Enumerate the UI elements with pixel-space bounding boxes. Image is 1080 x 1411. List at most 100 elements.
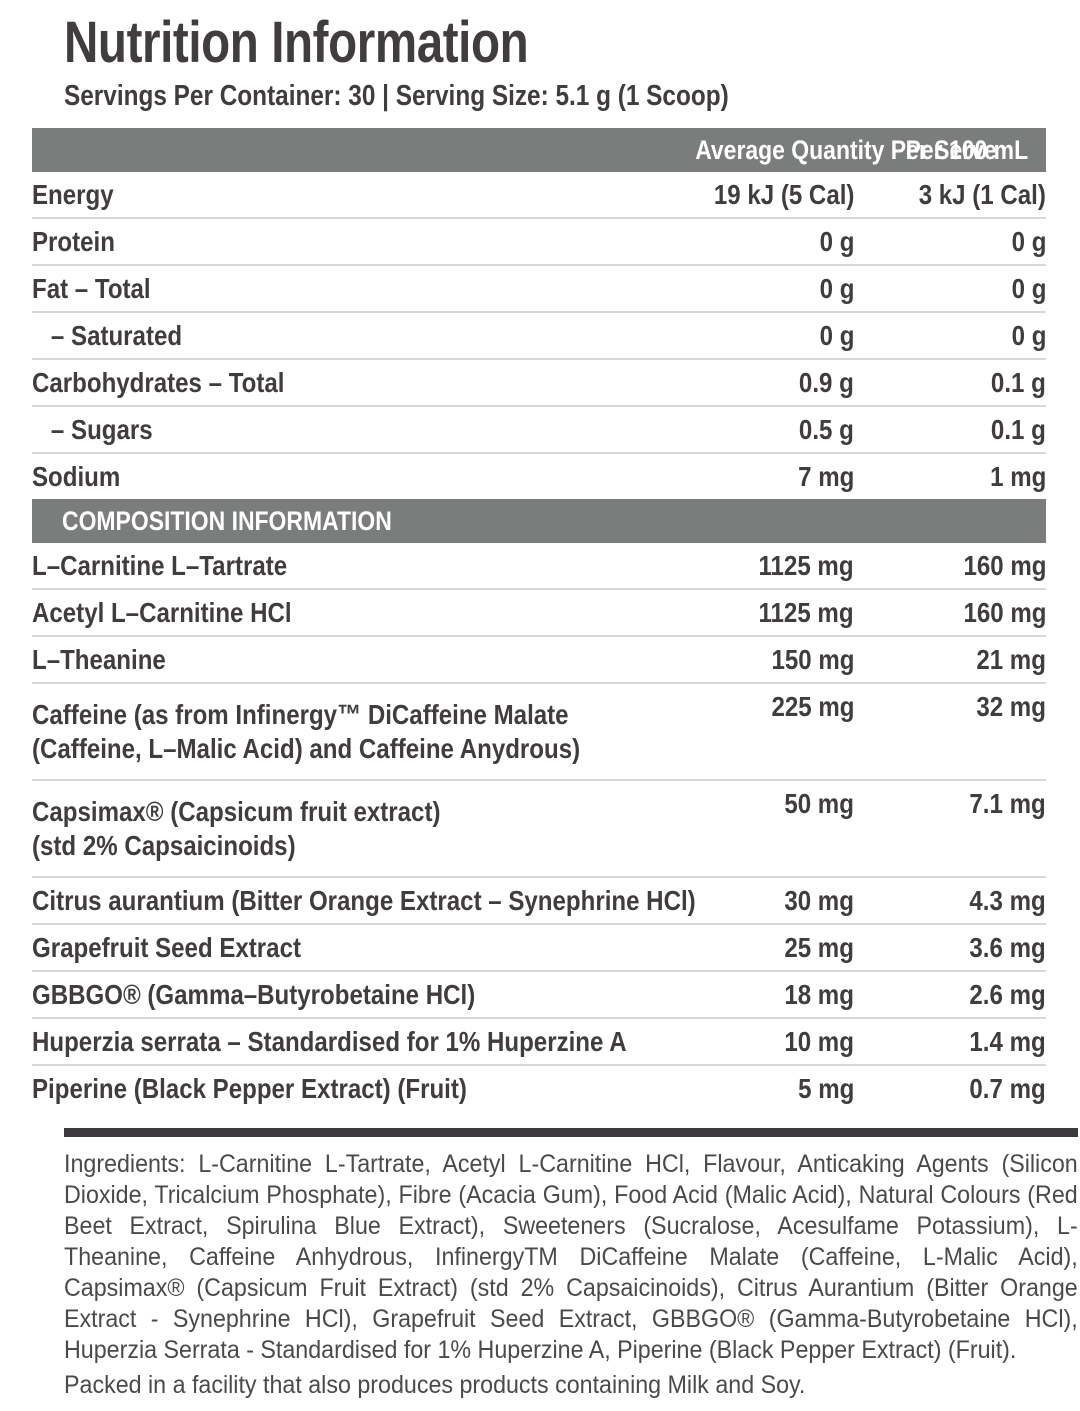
ingredient-name: GBBGO® (Gamma–Butyrobetaine HCl) (32, 978, 476, 1010)
per-serve-cell: 0 g (642, 312, 854, 360)
per-serve-value: 7 mg (797, 460, 854, 492)
composition-header-row: COMPOSITION INFORMATION (32, 499, 1046, 543)
per-100ml-value: 1 mg (989, 460, 1046, 492)
nutrient-name-cell: Protein (32, 218, 642, 266)
ingredient-name-cell: Caffeine (as from Infinergy™ DiCaffeine … (32, 683, 642, 781)
per-100ml-value: 0 g (1011, 225, 1046, 257)
per-100ml-cell: 0 g (854, 218, 1046, 266)
table-row: Protein 0 g 0 g (32, 218, 1046, 266)
page-title: Nutrition Information (64, 10, 529, 75)
nutrition-rows-body: Energy 19 kJ (5 Cal) 3 kJ (1 Cal) Protein 0 … (32, 172, 1046, 499)
ingredient-name: Huperzia serrata – Standardised for 1% H… (32, 1025, 627, 1057)
column-header-per-serve: Average Quantity Per Serve (642, 128, 997, 172)
per-serve-cell: 150 mg (642, 636, 854, 684)
ingredient-name: Caffeine (as from Infinergy™ DiCaffeine … (32, 698, 581, 764)
per-serve-value: 18 mg (784, 978, 854, 1010)
composition-rows-body: L–Carnitine L–Tartrate 1125 mg 160 mg Acety… (32, 543, 1046, 1111)
ingredient-name-cell: L–Carnitine L–Tartrate (32, 543, 642, 590)
ingredient-name: L–Carnitine L–Tartrate (32, 549, 288, 581)
per-100ml-value: 3.6 mg (969, 931, 1046, 963)
allergen-statement: Packed in a facility that also produces … (64, 1371, 806, 1399)
ingredients-text: Ingredients: L-Carnitine L-Tartrate, Ace… (64, 1150, 1078, 1364)
per-100ml-cell: 3 kJ (1 Cal) (854, 172, 1046, 219)
per-serve-cell: 10 mg (642, 1018, 854, 1066)
table-row: – Saturated 0 g 0 g (32, 312, 1046, 360)
per-serve-cell: 25 mg (642, 924, 854, 972)
per-100ml-cell: 2.6 mg (854, 971, 1046, 1019)
per-100ml-value: 3 kJ (1 Cal) (918, 178, 1046, 210)
table-row: Piperine (Black Pepper Extract) (Fruit) 5… (32, 1065, 1046, 1111)
per-serve-cell: 0 g (642, 265, 854, 313)
per-serve-value: 0.5 g (799, 413, 854, 445)
per-100ml-cell: 3.6 mg (854, 924, 1046, 972)
per-100ml-value: 0 g (1011, 272, 1046, 304)
per-100ml-value: 21 mg (976, 643, 1046, 675)
per-serve-value: 225 mg (771, 691, 854, 722)
per-serve-value: 0 g (819, 225, 854, 257)
table-row: L–Carnitine L–Tartrate 1125 mg 160 mg (32, 543, 1046, 590)
ingredient-name: Piperine (Black Pepper Extract) (Fruit) (32, 1072, 467, 1104)
table-row: L–Theanine 150 mg 21 mg (32, 636, 1046, 684)
nutrient-name-cell: Energy (32, 172, 642, 219)
table-row: GBBGO® (Gamma–Butyrobetaine HCl) 18 mg 2.6… (32, 971, 1046, 1019)
per-serve-value: 50 mg (784, 788, 854, 819)
nutrient-name: Carbohydrates – Total (32, 366, 285, 398)
table-row: Citrus aurantium (Bitter Orange Extract … (32, 877, 1046, 925)
per-serve-cell: 5 mg (642, 1065, 854, 1111)
per-100ml-cell: 0 g (854, 265, 1046, 313)
ingredient-name-cell: Huperzia serrata – Standardised for 1% H… (32, 1018, 642, 1066)
per-100ml-cell: 160 mg (854, 589, 1046, 637)
nutrient-name-cell: – Saturated (32, 312, 642, 360)
nutrient-name: – Saturated (50, 319, 183, 351)
per-100ml-cell: 0.1 g (854, 359, 1046, 407)
per-100ml-cell: 1.4 mg (854, 1018, 1046, 1066)
per-serve-cell: 0 g (642, 218, 854, 266)
table-row: Caffeine (as from Infinergy™ DiCaffeine … (32, 683, 1046, 781)
composition-header-body: COMPOSITION INFORMATION (32, 499, 1046, 543)
per-100ml-value: 160 mg (963, 549, 1046, 581)
per-100ml-value: 7.1 mg (969, 788, 1046, 819)
label-header: Nutrition Information Servings Per Conta… (32, 0, 1048, 116)
ingredient-name-cell: Grapefruit Seed Extract (32, 924, 642, 972)
per-serve-value: 5 mg (797, 1072, 854, 1104)
per-100ml-cell: 0.1 g (854, 406, 1046, 454)
nutrient-name-cell: Sodium (32, 453, 642, 499)
per-100ml-cell: 1 mg (854, 453, 1046, 499)
ingredient-name: L–Theanine (32, 643, 166, 675)
per-serve-value: 1125 mg (758, 596, 854, 628)
column-header-per-100ml-label: Per 100 mL (905, 134, 1028, 165)
per-serve-cell: 0.9 g (642, 359, 854, 407)
per-100ml-value: 0 g (1011, 319, 1046, 351)
per-serve-cell: 1125 mg (642, 589, 854, 637)
per-serve-cell: 30 mg (642, 877, 854, 925)
nutrient-name: Fat – Total (32, 272, 151, 304)
nutrient-name-cell: Carbohydrates – Total (32, 359, 642, 407)
nutrient-name: Sodium (32, 460, 121, 492)
ingredient-name-cell: Capsimax® (Capsicum fruit extract) (std 2… (32, 780, 642, 878)
per-serve-value: 0.9 g (799, 366, 854, 398)
servings-subtitle: Servings Per Container: 30 | Serving Siz… (64, 80, 729, 112)
per-serve-value: 0 g (819, 319, 854, 351)
composition-header-label: COMPOSITION INFORMATION (62, 505, 392, 536)
table-row: Carbohydrates – Total 0.9 g 0.1 g (32, 359, 1046, 407)
per-100ml-value: 0.1 g (991, 366, 1046, 398)
per-100ml-value: 1.4 mg (969, 1025, 1046, 1057)
per-serve-value: 150 mg (771, 643, 854, 675)
per-100ml-value: 0.1 g (991, 413, 1046, 445)
column-header-per-serve-label: Average Quantity Per Serve (695, 134, 997, 165)
nutrient-name: Protein (32, 225, 115, 257)
table-row: – Sugars 0.5 g 0.1 g (32, 406, 1046, 454)
nutrient-name-cell: Fat – Total (32, 265, 642, 313)
per-serve-cell: 225 mg (642, 683, 854, 781)
per-100ml-value: 0.7 mg (969, 1072, 1046, 1104)
table-row: Energy 19 kJ (5 Cal) 3 kJ (1 Cal) (32, 172, 1046, 219)
per-serve-cell: 0.5 g (642, 406, 854, 454)
per-100ml-cell: 7.1 mg (854, 780, 1046, 878)
table-row: Sodium 7 mg 1 mg (32, 453, 1046, 499)
per-100ml-cell: 160 mg (854, 543, 1046, 590)
nutrient-name: – Sugars (50, 413, 153, 445)
nutrition-table-head: Average Quantity Per Serve Per 100 mL (32, 128, 1046, 172)
per-serve-value: 10 mg (784, 1025, 854, 1057)
nutrition-table: Average Quantity Per Serve Per 100 mL En… (32, 128, 1046, 1111)
per-100ml-cell: 4.3 mg (854, 877, 1046, 925)
